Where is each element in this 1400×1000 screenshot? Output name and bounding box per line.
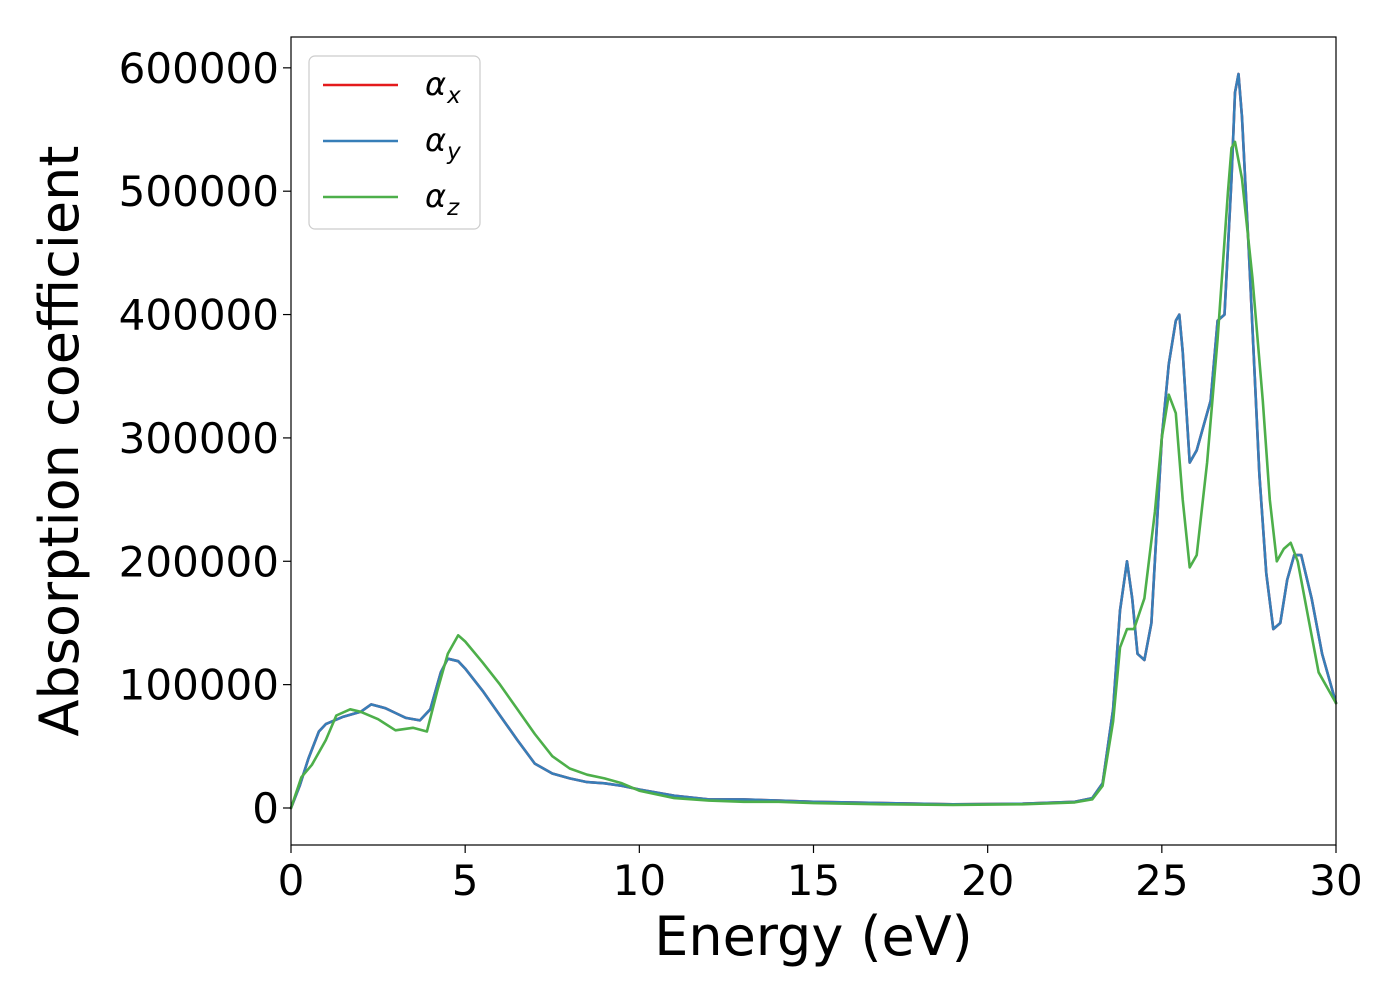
series-line-alpha-z <box>289 140 1338 810</box>
x-tick-label: 20 <box>961 856 1014 905</box>
x-tick-label: 15 <box>787 856 840 905</box>
x-tick-label: 30 <box>1309 856 1362 905</box>
y-tick-label: 400000 <box>119 291 279 340</box>
legend-box <box>308 55 481 230</box>
y-tick-label: 200000 <box>119 537 279 586</box>
y-axis-label: Absorption coefficient <box>28 146 91 737</box>
y-tick-label: 600000 <box>119 44 279 93</box>
series-layer <box>289 72 1338 810</box>
y-tick-label: 100000 <box>119 661 279 710</box>
x-axis-ticks: 0 5 10 15 20 25 30 <box>278 845 1363 905</box>
y-axis-ticks: 0 100000 200000 300000 400000 500000 600000 <box>119 44 291 833</box>
x-tick-label: 5 <box>452 856 479 905</box>
y-tick-label: 300000 <box>119 414 279 463</box>
x-tick-label: 25 <box>1135 856 1188 905</box>
y-tick-label: 500000 <box>119 167 279 216</box>
x-tick-label: 10 <box>613 856 666 905</box>
x-axis-label: Energy (eV) <box>654 905 973 968</box>
x-tick-label: 0 <box>278 856 305 905</box>
y-tick-label: 0 <box>252 784 279 833</box>
